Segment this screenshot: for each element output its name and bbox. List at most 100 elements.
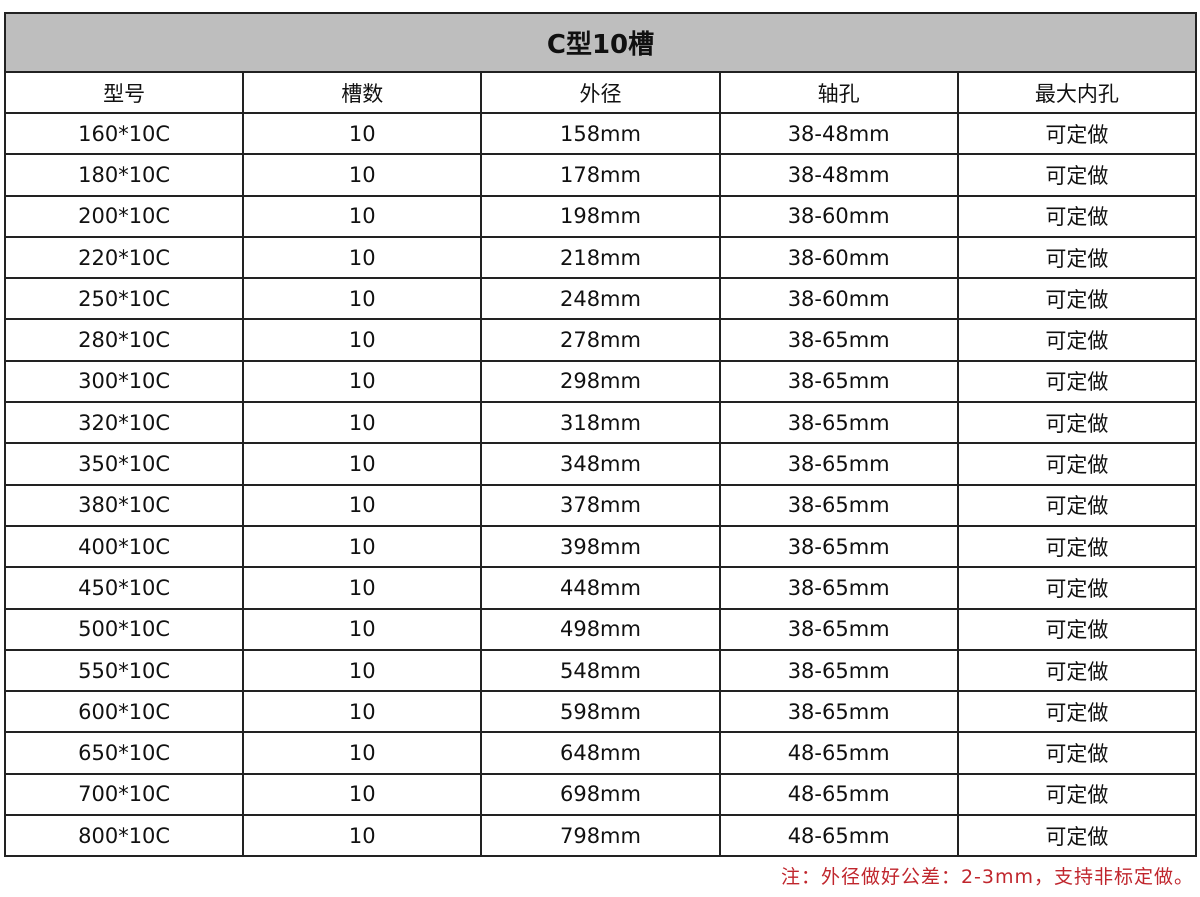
cell-max-bore: 可定做 xyxy=(956,648,1198,693)
table-row: 700*10C 10 698mm 48-65mm 可定做 xyxy=(3,772,1198,817)
cell-max-bore: 可定做 xyxy=(956,814,1198,858)
cell-model: 280*10C xyxy=(3,318,245,362)
cell-slots: 10 xyxy=(242,153,483,197)
table-title: C型10槽 xyxy=(4,12,1197,73)
cell-outer-diameter: 798mm xyxy=(480,814,721,858)
cell-shaft-hole: 38-65mm xyxy=(718,359,959,404)
table-row: 180*10C 10 178mm 38-48mm 可定做 xyxy=(3,153,1198,197)
cell-shaft-hole: 38-65mm xyxy=(718,483,959,527)
cell-slots: 10 xyxy=(242,359,483,404)
table-row: 450*10C 10 448mm 38-65mm 可定做 xyxy=(3,566,1198,610)
cell-slots: 10 xyxy=(242,772,483,817)
table-row: 200*10C 10 198mm 38-60mm 可定做 xyxy=(3,194,1198,238)
table-row: 350*10C 10 348mm 38-65mm 可定做 xyxy=(3,442,1198,486)
cell-max-bore: 可定做 xyxy=(956,690,1198,734)
cell-outer-diameter: 218mm xyxy=(480,235,721,280)
header-outer-diameter: 外径 xyxy=(480,71,721,114)
cell-model: 450*10C xyxy=(3,566,245,610)
cell-outer-diameter: 298mm xyxy=(480,359,721,404)
table-row: 250*10C 10 248mm 38-60mm 可定做 xyxy=(3,277,1198,321)
cell-outer-diameter: 598mm xyxy=(480,690,721,734)
cell-outer-diameter: 348mm xyxy=(480,442,721,486)
header-model: 型号 xyxy=(3,71,245,114)
table-row: 220*10C 10 218mm 38-60mm 可定做 xyxy=(3,235,1198,280)
cell-max-bore: 可定做 xyxy=(956,277,1198,321)
cell-slots: 10 xyxy=(242,194,483,238)
cell-shaft-hole: 38-65mm xyxy=(718,566,959,610)
cell-max-bore: 可定做 xyxy=(956,524,1198,569)
table-row: 380*10C 10 378mm 38-65mm 可定做 xyxy=(3,483,1198,527)
cell-model: 350*10C xyxy=(3,442,245,486)
cell-shaft-hole: 38-60mm xyxy=(718,277,959,321)
cell-slots: 10 xyxy=(242,111,483,156)
cell-max-bore: 可定做 xyxy=(956,772,1198,817)
cell-max-bore: 可定做 xyxy=(956,401,1198,445)
spec-table: C型10槽 型号 槽数 外径 轴孔 最大内孔 160*10C 10 158mm 38-… xyxy=(3,12,1198,858)
cell-shaft-hole: 38-60mm xyxy=(718,194,959,238)
cell-model: 700*10C xyxy=(3,772,245,817)
table-row: 600*10C 10 598mm 38-65mm 可定做 xyxy=(3,690,1198,734)
cell-outer-diameter: 248mm xyxy=(480,277,721,321)
cell-slots: 10 xyxy=(242,442,483,486)
cell-model: 220*10C xyxy=(3,235,245,280)
cell-slots: 10 xyxy=(242,690,483,734)
cell-model: 200*10C xyxy=(3,194,245,238)
cell-outer-diameter: 648mm xyxy=(480,731,721,775)
cell-max-bore: 可定做 xyxy=(956,731,1198,775)
table-row: 300*10C 10 298mm 38-65mm 可定做 xyxy=(3,359,1198,404)
cell-max-bore: 可定做 xyxy=(956,442,1198,486)
cell-model: 650*10C xyxy=(3,731,245,775)
cell-shaft-hole: 38-65mm xyxy=(718,648,959,693)
cell-outer-diameter: 448mm xyxy=(480,566,721,610)
cell-outer-diameter: 278mm xyxy=(480,318,721,362)
cell-slots: 10 xyxy=(242,401,483,445)
cell-model: 250*10C xyxy=(3,277,245,321)
table-row: 500*10C 10 498mm 38-65mm 可定做 xyxy=(3,607,1198,651)
cell-shaft-hole: 38-48mm xyxy=(718,111,959,156)
cell-shaft-hole: 38-65mm xyxy=(718,524,959,569)
table-row: 800*10C 10 798mm 48-65mm 可定做 xyxy=(3,814,1198,858)
cell-slots: 10 xyxy=(242,524,483,569)
header-slots: 槽数 xyxy=(242,71,483,114)
cell-model: 400*10C xyxy=(3,524,245,569)
cell-model: 180*10C xyxy=(3,153,245,197)
cell-shaft-hole: 38-60mm xyxy=(718,235,959,280)
cell-outer-diameter: 158mm xyxy=(480,111,721,156)
cell-outer-diameter: 698mm xyxy=(480,772,721,817)
cell-model: 320*10C xyxy=(3,401,245,445)
cell-slots: 10 xyxy=(242,814,483,858)
cell-slots: 10 xyxy=(242,277,483,321)
cell-slots: 10 xyxy=(242,731,483,775)
cell-slots: 10 xyxy=(242,566,483,610)
cell-shaft-hole: 48-65mm xyxy=(718,772,959,817)
cell-max-bore: 可定做 xyxy=(956,318,1198,362)
cell-shaft-hole: 38-65mm xyxy=(718,690,959,734)
header-shaft-hole: 轴孔 xyxy=(718,71,959,114)
cell-outer-diameter: 398mm xyxy=(480,524,721,569)
cell-slots: 10 xyxy=(242,607,483,651)
cell-max-bore: 可定做 xyxy=(956,566,1198,610)
cell-shaft-hole: 38-65mm xyxy=(718,607,959,651)
header-max-bore: 最大内孔 xyxy=(956,71,1198,114)
cell-model: 600*10C xyxy=(3,690,245,734)
cell-max-bore: 可定做 xyxy=(956,359,1198,404)
cell-outer-diameter: 198mm xyxy=(480,194,721,238)
cell-shaft-hole: 38-65mm xyxy=(718,318,959,362)
tolerance-note: 注：外径做好公差：2-3mm，支持非标定做。 xyxy=(780,866,1194,888)
cell-shaft-hole: 38-48mm xyxy=(718,153,959,197)
table-row: 320*10C 10 318mm 38-65mm 可定做 xyxy=(3,401,1198,445)
cell-outer-diameter: 548mm xyxy=(480,648,721,693)
cell-max-bore: 可定做 xyxy=(956,483,1198,527)
cell-shaft-hole: 38-65mm xyxy=(718,401,959,445)
cell-model: 160*10C xyxy=(3,111,245,156)
cell-max-bore: 可定做 xyxy=(956,607,1198,651)
cell-outer-diameter: 178mm xyxy=(480,153,721,197)
table-row: 400*10C 10 398mm 38-65mm 可定做 xyxy=(3,524,1198,569)
cell-max-bore: 可定做 xyxy=(956,235,1198,280)
cell-shaft-hole: 48-65mm xyxy=(718,731,959,775)
cell-outer-diameter: 318mm xyxy=(480,401,721,445)
cell-model: 800*10C xyxy=(3,814,245,858)
table-row: 650*10C 10 648mm 48-65mm 可定做 xyxy=(3,731,1198,775)
cell-shaft-hole: 48-65mm xyxy=(718,814,959,858)
cell-model: 300*10C xyxy=(3,359,245,404)
